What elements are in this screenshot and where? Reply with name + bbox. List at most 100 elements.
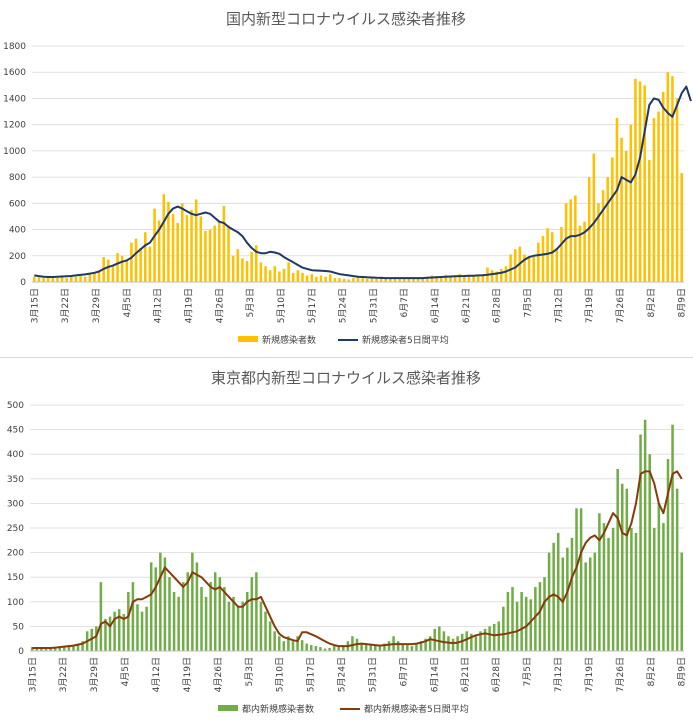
bar [680, 173, 683, 282]
bar [213, 572, 217, 651]
bar [470, 633, 473, 651]
bar [569, 199, 572, 282]
bar [162, 194, 166, 282]
bar [426, 276, 429, 282]
bar [515, 601, 519, 651]
bar [194, 199, 198, 282]
bar [375, 278, 378, 282]
x-tick-label: 3月15日 [29, 288, 40, 323]
bar [99, 582, 103, 651]
bar [393, 278, 397, 282]
bar [671, 424, 674, 651]
bar [607, 537, 610, 651]
bar [453, 275, 457, 282]
bar [300, 640, 304, 651]
bar [134, 238, 138, 282]
bar [190, 209, 193, 282]
bar [653, 528, 656, 651]
bar [556, 532, 560, 651]
bar [314, 646, 318, 651]
bar [611, 528, 615, 651]
bar [122, 614, 126, 651]
bar [652, 118, 656, 282]
bar [120, 255, 124, 282]
bar [456, 636, 459, 651]
bar [524, 596, 528, 651]
bar [319, 275, 323, 282]
bar [615, 118, 619, 282]
y-tick-label: 0 [18, 647, 24, 657]
bar [127, 591, 130, 651]
bar [328, 274, 332, 282]
bar [323, 648, 327, 651]
x-tick-label: 4月12日 [151, 657, 162, 692]
bar [638, 81, 642, 283]
bar [223, 587, 226, 651]
bar [254, 245, 258, 282]
x-tick-label: 5月17日 [306, 657, 317, 692]
y-tick-label: 500 [7, 401, 24, 411]
bar [416, 278, 420, 282]
bar [51, 276, 55, 282]
bar [365, 278, 369, 282]
bar [93, 272, 96, 282]
bar [675, 488, 679, 651]
bar [209, 582, 212, 651]
bar [315, 276, 318, 282]
bar [657, 503, 661, 651]
x-tick-label: 5月31日 [367, 657, 378, 692]
bar [130, 242, 133, 282]
bar [181, 203, 184, 282]
x-tick-label: 6月28日 [491, 657, 502, 692]
bar [460, 633, 464, 651]
bar [444, 274, 448, 282]
bar [479, 631, 482, 651]
y-tick-label: 0 [20, 278, 26, 288]
x-tick-label: 4月26日 [213, 657, 224, 692]
y-tick-label: 250 [7, 524, 24, 534]
line-path [34, 85, 692, 280]
bar [606, 177, 609, 282]
x-tick-label: 5月10日 [275, 657, 286, 692]
x-tick-label: 4月19日 [183, 288, 194, 323]
bar [218, 221, 221, 282]
bar [389, 278, 392, 282]
legend: 都内新規感染者数 都内新規感染者5日間平均 [218, 703, 469, 715]
bar [245, 261, 249, 282]
bar [70, 276, 73, 282]
bar [597, 203, 600, 282]
bar [592, 153, 596, 282]
bar [680, 552, 683, 651]
bar [236, 249, 240, 282]
bar [268, 270, 272, 282]
bar [428, 636, 432, 651]
bar [185, 215, 189, 282]
legend-label-bar: 都内新規感染者数 [242, 703, 314, 715]
y-tick-label: 100 [7, 598, 24, 608]
bar-series [33, 72, 683, 283]
x-tick-label: 6月7日 [399, 288, 410, 317]
bar [630, 528, 633, 651]
bar [570, 537, 574, 651]
bar [398, 278, 401, 282]
bar [476, 275, 480, 282]
bar [163, 557, 167, 651]
bar [95, 626, 98, 651]
x-tick-label: 5月3日 [244, 657, 255, 686]
bar [552, 542, 555, 651]
bar [611, 157, 614, 282]
bar [186, 572, 190, 651]
bar [328, 648, 331, 651]
bar [291, 641, 295, 651]
bar [537, 242, 540, 282]
bar [583, 221, 586, 282]
bar [231, 255, 235, 282]
bar [35, 648, 39, 651]
bar [176, 223, 179, 282]
bar [424, 638, 427, 651]
bar [396, 641, 400, 651]
y-tick-label: 1000 [3, 147, 26, 157]
bar [495, 271, 498, 282]
bar [421, 277, 425, 282]
